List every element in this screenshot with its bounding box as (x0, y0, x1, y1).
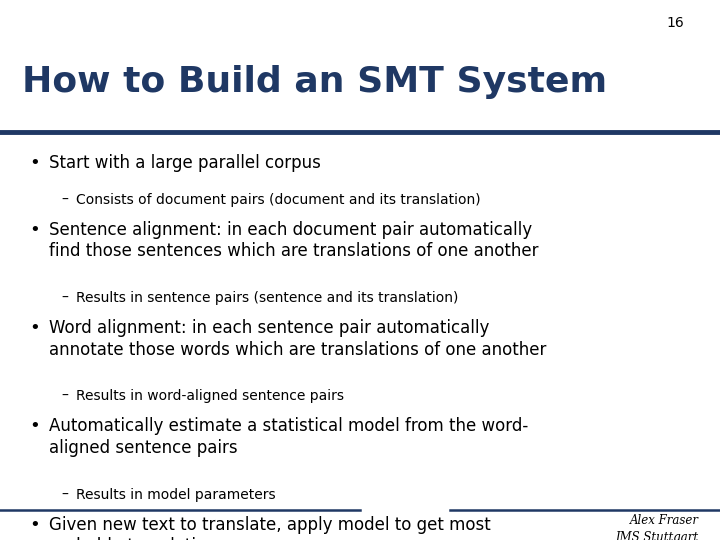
Text: –: – (61, 291, 68, 305)
Text: Word alignment: in each sentence pair automatically
annotate those words which a: Word alignment: in each sentence pair au… (49, 319, 546, 359)
Text: •: • (29, 319, 40, 337)
Text: Sentence alignment: in each document pair automatically
find those sentences whi: Sentence alignment: in each document pai… (49, 221, 539, 260)
Text: •: • (29, 516, 40, 534)
Text: –: – (61, 389, 68, 403)
Text: Given new text to translate, apply model to get most
probable translation: Given new text to translate, apply model… (49, 516, 491, 540)
Text: –: – (61, 488, 68, 502)
Text: •: • (29, 154, 40, 172)
Text: Alex Fraser: Alex Fraser (629, 514, 698, 527)
Text: •: • (29, 221, 40, 239)
Text: Results in sentence pairs (sentence and its translation): Results in sentence pairs (sentence and … (76, 291, 458, 305)
Text: Start with a large parallel corpus: Start with a large parallel corpus (49, 154, 321, 172)
Text: –: – (61, 193, 68, 207)
Text: Consists of document pairs (document and its translation): Consists of document pairs (document and… (76, 193, 480, 207)
Text: Results in word-aligned sentence pairs: Results in word-aligned sentence pairs (76, 389, 343, 403)
Text: 16: 16 (666, 16, 684, 30)
Text: Automatically estimate a statistical model from the word-
aligned sentence pairs: Automatically estimate a statistical mod… (49, 417, 528, 457)
Text: Results in model parameters: Results in model parameters (76, 488, 275, 502)
Text: •: • (29, 417, 40, 435)
Text: IMS Stuttgart: IMS Stuttgart (616, 531, 698, 540)
Text: How to Build an SMT System: How to Build an SMT System (22, 65, 607, 99)
